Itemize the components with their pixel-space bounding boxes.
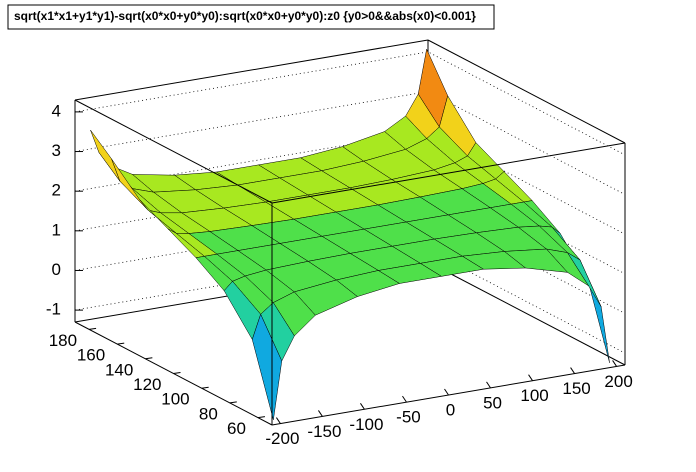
z-tick-label: 0 <box>52 260 61 279</box>
x-tick <box>402 395 407 403</box>
y-tick <box>117 342 125 345</box>
x-tick-label: -150 <box>307 422 341 441</box>
y-tick <box>145 357 153 360</box>
z-tick-label: 4 <box>52 101 61 120</box>
x-tick <box>528 374 533 381</box>
x-tick <box>318 410 323 417</box>
box-edge <box>74 39 429 101</box>
y-tick-label: 180 <box>49 331 77 350</box>
x-tick-label: 0 <box>446 400 455 419</box>
y-tick-label: 60 <box>227 419 246 438</box>
z-tick-label: 2 <box>52 181 61 200</box>
box-edge <box>74 99 273 204</box>
y-tick-label: 160 <box>77 346 105 365</box>
y-tick-label: 100 <box>161 390 189 409</box>
x-tick-label: 100 <box>520 386 548 405</box>
x-tick <box>444 388 449 396</box>
x-tick-label: -200 <box>265 429 299 448</box>
box-edge <box>271 142 626 204</box>
x-tick <box>486 381 491 389</box>
box-edge <box>427 39 626 144</box>
y-tick-label: 140 <box>105 360 133 379</box>
x-tick-label: -100 <box>349 415 383 434</box>
x-tick-label: 50 <box>483 393 502 412</box>
z-tick-label: 3 <box>52 141 61 160</box>
y-tick-label: 120 <box>133 375 161 394</box>
x-tick <box>612 360 618 367</box>
z-tick-label: 1 <box>52 220 61 239</box>
box-edge <box>427 261 626 366</box>
y-tick-label: 80 <box>199 404 218 423</box>
y-tick <box>229 401 237 404</box>
x-tick <box>570 367 575 374</box>
y-tick <box>173 372 181 374</box>
chart-title: sqrt(x1*x1+y1*y1)-sqrt(x0*x0+y0*y0):sqrt… <box>14 9 476 23</box>
surface-cell <box>252 313 283 420</box>
x-tick-label: 200 <box>604 372 632 391</box>
x-tick <box>360 403 365 410</box>
x-tick-label: 150 <box>562 379 590 398</box>
title-box <box>7 4 495 30</box>
y-tick <box>89 327 97 330</box>
y-tick <box>257 416 265 419</box>
x-tick <box>275 417 281 424</box>
z-tick-label: -1 <box>46 300 61 319</box>
y-tick <box>201 386 209 389</box>
x-tick-label: -50 <box>396 408 421 427</box>
